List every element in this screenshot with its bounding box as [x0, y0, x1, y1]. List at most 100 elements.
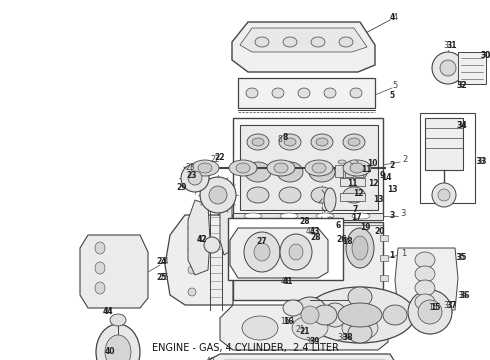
Ellipse shape [181, 164, 209, 192]
Text: 37: 37 [443, 301, 453, 310]
Text: 22: 22 [215, 153, 225, 162]
Ellipse shape [352, 213, 370, 219]
Text: 25: 25 [157, 274, 167, 283]
Text: 22: 22 [210, 156, 220, 165]
Text: 16: 16 [280, 318, 290, 327]
Ellipse shape [415, 266, 435, 282]
Text: 43: 43 [305, 228, 315, 237]
Text: 23: 23 [187, 171, 197, 180]
Ellipse shape [255, 37, 269, 47]
Ellipse shape [245, 162, 271, 182]
Text: 13: 13 [373, 195, 383, 204]
Ellipse shape [310, 228, 338, 268]
Text: 31: 31 [443, 40, 453, 49]
Text: 30: 30 [481, 50, 490, 59]
Ellipse shape [252, 138, 264, 146]
Text: 26: 26 [337, 235, 347, 244]
Text: 20: 20 [375, 228, 385, 237]
Ellipse shape [274, 228, 302, 268]
Ellipse shape [432, 183, 456, 207]
Text: 11: 11 [361, 166, 371, 175]
Ellipse shape [267, 160, 295, 176]
Text: 21: 21 [300, 328, 310, 337]
Text: 38: 38 [337, 333, 347, 342]
Text: 5: 5 [392, 81, 397, 90]
Ellipse shape [311, 134, 333, 150]
Text: 32: 32 [457, 81, 467, 90]
Bar [380, 255, 388, 261]
Text: 11: 11 [347, 179, 357, 188]
Text: 14: 14 [381, 174, 391, 183]
Text: 36: 36 [460, 291, 470, 300]
Ellipse shape [338, 160, 346, 164]
Ellipse shape [348, 138, 360, 146]
Polygon shape [165, 215, 233, 305]
Text: 9: 9 [379, 171, 385, 180]
Text: 42: 42 [197, 235, 207, 244]
Text: 30: 30 [480, 50, 490, 59]
Ellipse shape [309, 162, 335, 182]
Ellipse shape [415, 294, 435, 310]
Ellipse shape [350, 160, 358, 164]
Text: 6: 6 [335, 220, 341, 230]
Text: 31: 31 [447, 40, 457, 49]
Text: ENGINE - GAS, 4 CYLINDER,  2.4 LITER: ENGINE - GAS, 4 CYLINDER, 2.4 LITER [151, 343, 339, 353]
Ellipse shape [348, 287, 372, 307]
Bar [340, 178, 365, 186]
Text: 25: 25 [159, 274, 169, 283]
Ellipse shape [244, 213, 262, 219]
Ellipse shape [284, 138, 296, 146]
Polygon shape [238, 78, 375, 108]
Text: 12: 12 [353, 189, 363, 198]
Bar [228, 218, 343, 280]
Ellipse shape [298, 88, 310, 98]
Text: 2: 2 [390, 161, 394, 170]
Polygon shape [232, 22, 375, 72]
Ellipse shape [350, 163, 364, 173]
Ellipse shape [305, 287, 415, 343]
Text: 5: 5 [390, 90, 394, 99]
Text: 15: 15 [430, 303, 440, 312]
Bar [458, 52, 486, 84]
Polygon shape [240, 125, 378, 210]
Ellipse shape [280, 213, 298, 219]
Ellipse shape [95, 242, 105, 254]
Ellipse shape [95, 262, 105, 274]
Ellipse shape [246, 88, 258, 98]
Ellipse shape [279, 134, 301, 150]
Text: 29: 29 [177, 184, 187, 193]
Text: 34: 34 [457, 121, 467, 130]
Text: 40: 40 [105, 347, 115, 356]
Text: 28: 28 [300, 217, 310, 226]
Text: 24: 24 [157, 257, 167, 266]
Ellipse shape [343, 187, 365, 203]
Ellipse shape [415, 252, 435, 268]
Text: 23: 23 [185, 163, 195, 172]
Ellipse shape [341, 162, 367, 182]
Bar [380, 275, 388, 281]
Polygon shape [230, 228, 328, 278]
Ellipse shape [209, 186, 227, 204]
Text: 7: 7 [352, 206, 358, 215]
Text: 3: 3 [390, 211, 394, 220]
Ellipse shape [432, 52, 464, 84]
Text: 3: 3 [400, 210, 406, 219]
Ellipse shape [188, 246, 196, 254]
Text: 18: 18 [342, 238, 352, 247]
Bar [380, 235, 388, 241]
Ellipse shape [244, 236, 260, 260]
Ellipse shape [272, 88, 284, 98]
Ellipse shape [339, 37, 353, 47]
Ellipse shape [383, 305, 407, 325]
Text: 41: 41 [280, 278, 290, 287]
Text: 16: 16 [283, 318, 293, 327]
Ellipse shape [247, 134, 269, 150]
Ellipse shape [438, 189, 450, 201]
Polygon shape [80, 235, 148, 308]
Polygon shape [220, 305, 388, 350]
Ellipse shape [346, 228, 374, 268]
Text: 34: 34 [457, 121, 467, 130]
Bar [420, 113, 475, 203]
Ellipse shape [352, 236, 368, 260]
Bar [233, 118, 383, 218]
